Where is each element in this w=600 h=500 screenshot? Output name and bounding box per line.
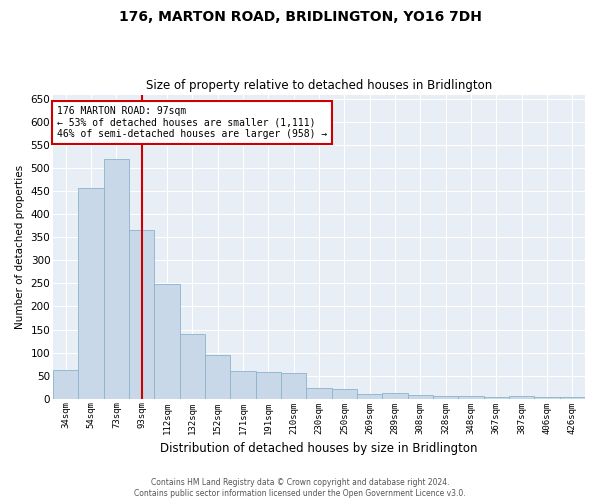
Bar	[458, 396, 484, 398]
Text: 176 MARTON ROAD: 97sqm
← 53% of detached houses are smaller (1,111)
46% of semi-: 176 MARTON ROAD: 97sqm ← 53% of detached…	[57, 106, 327, 140]
Bar	[53, 370, 79, 398]
Bar	[509, 396, 535, 398]
Bar	[154, 284, 180, 399]
X-axis label: Distribution of detached houses by size in Bridlington: Distribution of detached houses by size …	[160, 442, 478, 455]
Bar	[256, 372, 281, 398]
Text: 176, MARTON ROAD, BRIDLINGTON, YO16 7DH: 176, MARTON ROAD, BRIDLINGTON, YO16 7DH	[119, 10, 481, 24]
Bar	[129, 230, 154, 398]
Bar	[407, 396, 433, 398]
Text: Contains HM Land Registry data © Crown copyright and database right 2024.
Contai: Contains HM Land Registry data © Crown c…	[134, 478, 466, 498]
Bar	[79, 188, 104, 398]
Bar	[307, 388, 332, 398]
Bar	[205, 355, 230, 399]
Bar	[230, 371, 256, 398]
Y-axis label: Number of detached properties: Number of detached properties	[15, 164, 25, 328]
Bar	[382, 393, 407, 398]
Bar	[433, 396, 458, 398]
Bar	[104, 158, 129, 398]
Bar	[281, 374, 307, 398]
Bar	[180, 334, 205, 398]
Bar	[560, 397, 585, 398]
Title: Size of property relative to detached houses in Bridlington: Size of property relative to detached ho…	[146, 79, 492, 92]
Bar	[332, 388, 357, 398]
Bar	[357, 394, 382, 398]
